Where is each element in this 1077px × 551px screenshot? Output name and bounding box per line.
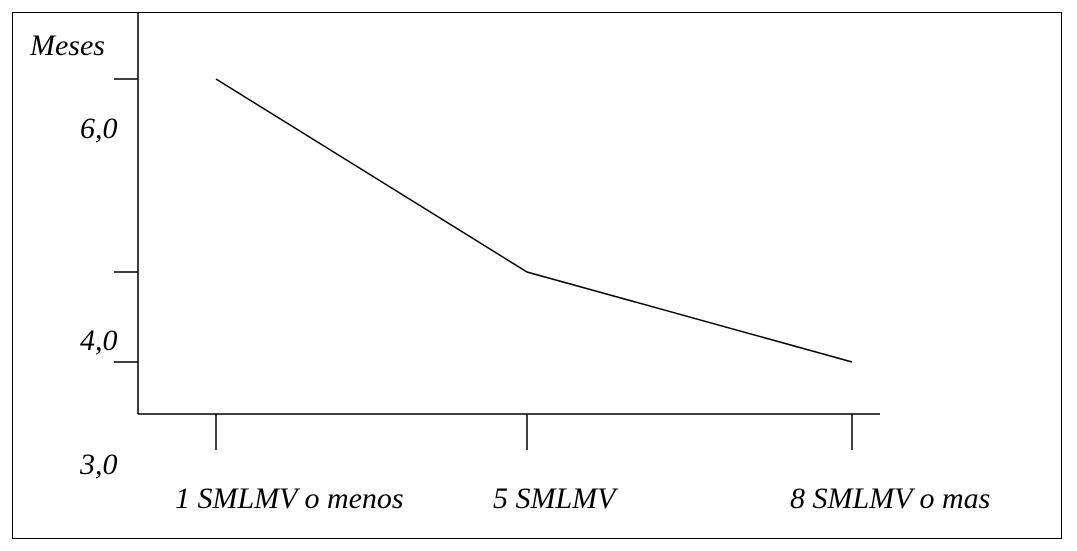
x-category-label-3: 8 SMLMV o mas	[790, 482, 990, 515]
series-line	[215, 78, 853, 363]
y-tick-label-4: 4,0	[80, 324, 118, 357]
x-category-label-1: 1 SMLMV o menos	[175, 482, 404, 515]
y-tick-label-6: 6,0	[80, 112, 118, 145]
y-axis-label: Meses	[29, 29, 105, 62]
x-category-label-2: 5 SMLMV	[493, 482, 619, 515]
y-tick-label-3: 3,0	[79, 448, 118, 481]
